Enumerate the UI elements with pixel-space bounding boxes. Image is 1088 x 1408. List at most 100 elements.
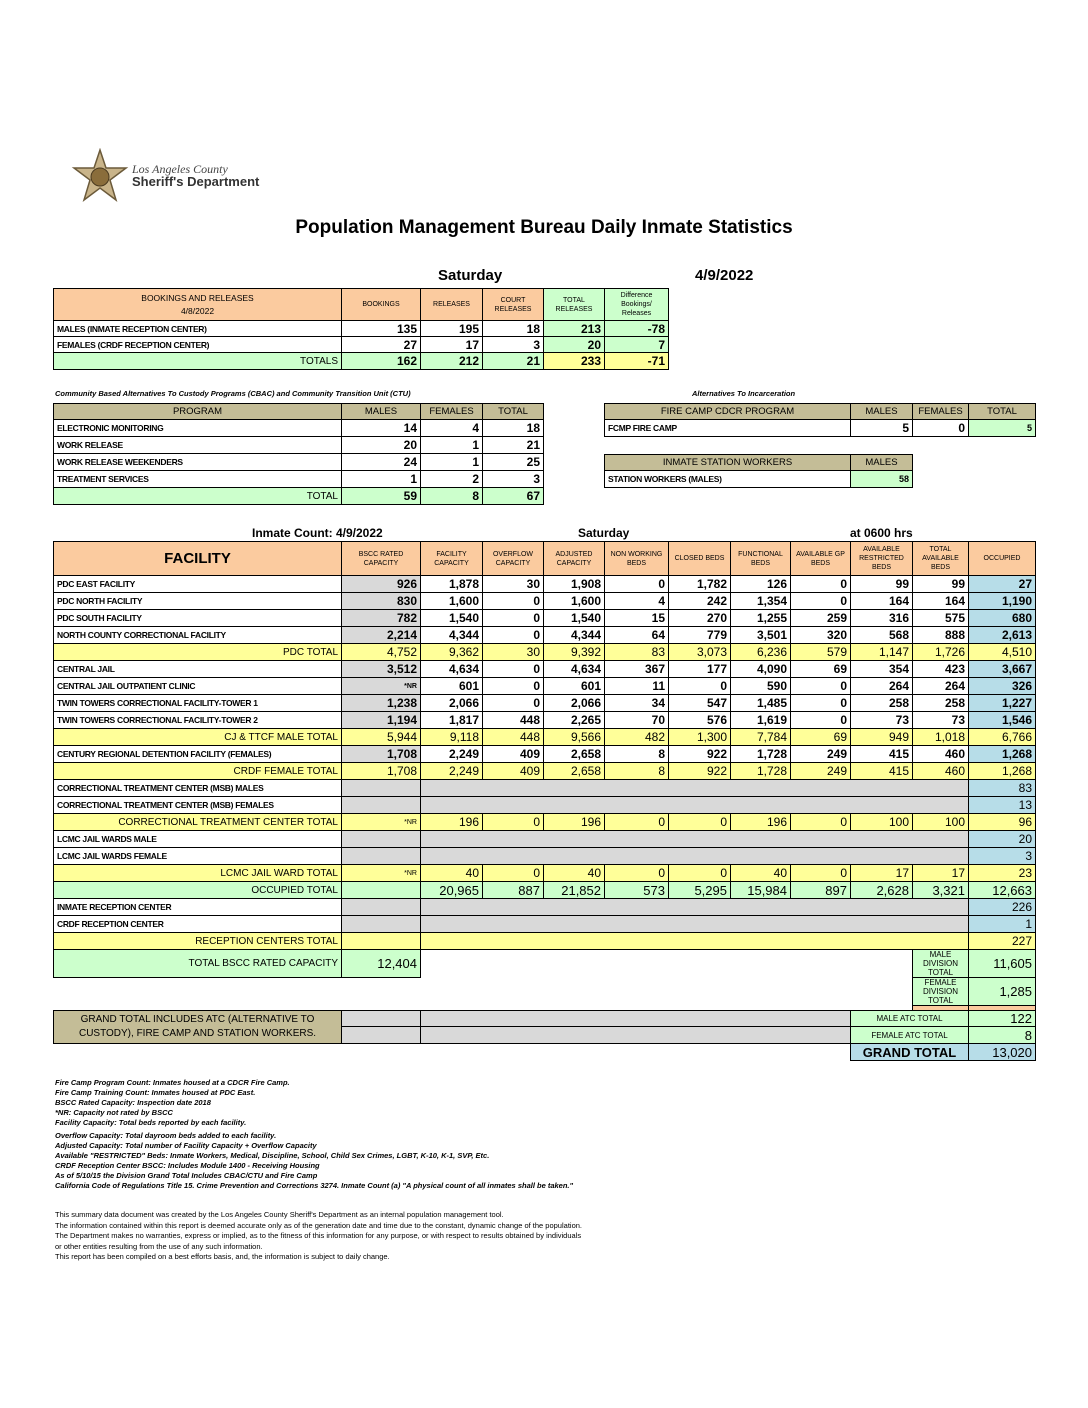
value: 0 — [482, 592, 544, 610]
disclaimer-line: The information contained within this re… — [55, 1220, 582, 1230]
table-row: FEMALES (CRDF RECEPTION CENTER) 27 17 3 20 7 — [53, 336, 669, 353]
logo-line-1: Los Angeles County — [132, 162, 228, 176]
value: 73 — [912, 711, 969, 729]
value: 423 — [912, 660, 969, 678]
value: 0 — [482, 626, 544, 644]
value: 1,194 — [341, 711, 421, 729]
value: 1,878 — [420, 575, 483, 593]
value: 5,295 — [668, 881, 731, 899]
value: 67 — [482, 487, 544, 505]
disclaimer-line: The Department makes no warranties, expr… — [55, 1231, 582, 1240]
cbac-table: PROGRAM MALES FEMALES TOTAL ELECTRONIC MONIT… — [53, 403, 544, 505]
value: 17 — [850, 864, 913, 882]
column-header: TOTAL RELEASES — [543, 288, 605, 321]
total-label: CORRECTIONAL TREATMENT CENTER TOTAL — [53, 813, 342, 831]
column-header: ADJUSTED CAPACITY — [543, 541, 605, 576]
value: 69 — [790, 728, 851, 746]
female-atc-row: FEMALE ATC TOTAL 8 — [54, 1026, 1036, 1044]
facility-name: TWIN TOWERS CORRECTIONAL FACILITY-TOWER … — [53, 711, 342, 729]
empty-cell — [420, 1026, 851, 1044]
column-header: NON WORKING BEDS — [604, 541, 669, 576]
facility-row: CJ & TTCF MALE TOTAL 5,944 9,118 448 9,566 48… — [53, 728, 1036, 746]
male-division-label: MALE DIVISION TOTAL — [912, 949, 969, 978]
totals-row: TOTALS 162 212 21 233 -71 — [53, 352, 669, 370]
value: 1 — [420, 453, 483, 471]
value: 1,619 — [730, 711, 791, 729]
value: 196 — [543, 813, 605, 831]
value: 5 — [850, 419, 913, 437]
female-division-label: FEMALE DIVISION TOTAL — [912, 977, 969, 1006]
value: 27 — [968, 575, 1036, 593]
total-row: TOTAL 59 8 67 — [53, 487, 544, 505]
value: 575 — [912, 609, 969, 627]
alternatives-title: Alternatives To Incarceration — [692, 389, 796, 398]
value: 70 — [604, 711, 669, 729]
inmate-count-day: Saturday — [578, 526, 630, 540]
value: 15 — [604, 609, 669, 627]
column-header: FIRE CAMP CDCR PROGRAM — [604, 403, 851, 420]
value: 164 — [912, 592, 969, 610]
facility-name: NORTH COUNTY CORRECTIONAL FACILITY — [53, 626, 342, 644]
row-label: ELECTRONIC MONITORING — [53, 419, 342, 437]
empty-cell — [341, 830, 421, 848]
column-header: BSCC RATED CAPACITY — [341, 541, 421, 576]
row-label: FCMP FIRE CAMP — [604, 419, 851, 437]
facility-row: CORRECTIONAL TREATMENT CENTER (MSB) MALE… — [53, 779, 1036, 797]
value: 196 — [420, 813, 483, 831]
value: 460 — [912, 762, 969, 780]
value: 64 — [604, 626, 669, 644]
value: 949 — [850, 728, 913, 746]
column-header: FACILITY — [53, 541, 342, 576]
value: 4,344 — [420, 626, 483, 644]
occupied-value: 1 — [968, 915, 1036, 933]
value: 0 — [790, 813, 851, 831]
value: 9,392 — [543, 643, 605, 661]
footnote: Facility Capacity: Total beds reported b… — [55, 1118, 247, 1127]
grand-total-value: 13,020 — [968, 1043, 1036, 1061]
value: 1,600 — [420, 592, 483, 610]
value: 409 — [482, 762, 544, 780]
value: 1,908 — [543, 575, 605, 593]
value: 4 — [604, 592, 669, 610]
empty-cell — [341, 915, 421, 933]
value: 6,236 — [730, 643, 791, 661]
value: 59 — [341, 487, 421, 505]
empty-cell — [420, 898, 969, 916]
value: 8 — [604, 745, 669, 763]
column-header: MALES — [341, 403, 421, 420]
value: 3,073 — [668, 643, 731, 661]
facility-row: OCCUPIED TOTAL 20,965 887 21,852 573 5,295 15,… — [53, 881, 1036, 899]
row-label: WORK RELEASE — [53, 436, 342, 454]
occupied-value: 3 — [968, 847, 1036, 865]
value: 99 — [850, 575, 913, 593]
empty-cell — [420, 915, 969, 933]
grand-total-label: GRAND TOTAL — [850, 1043, 969, 1061]
facility-name: LCMC JAIL WARDS MALE — [53, 830, 342, 848]
grand-total-note: GRAND TOTAL INCLUDES ATC (ALTERNATIVE TO… — [53, 1010, 342, 1044]
disclaimer-line: or other entities resulting from the use… — [55, 1241, 263, 1251]
value — [341, 881, 421, 899]
value: 568 — [850, 626, 913, 644]
facility-row: NORTH COUNTY CORRECTIONAL FACILITY 2,214 4… — [53, 626, 1036, 644]
female-atc-label: FEMALE ATC TOTAL — [850, 1026, 969, 1044]
empty-cell — [420, 796, 969, 814]
value: 2,249 — [420, 762, 483, 780]
value: 164 — [850, 592, 913, 610]
value: 11 — [604, 677, 669, 695]
occupied-value: 20 — [968, 830, 1036, 848]
value: 2,628 — [850, 881, 913, 899]
value: 1,300 — [668, 728, 731, 746]
value: 1,485 — [730, 694, 791, 712]
value: 547 — [668, 694, 731, 712]
row-label: FEMALES (CRDF RECEPTION CENTER) — [53, 336, 342, 353]
value: 18 — [482, 419, 544, 437]
value: 8 — [604, 762, 669, 780]
value: 7 — [604, 336, 669, 353]
male-atc-label: MALE ATC TOTAL — [850, 1010, 969, 1027]
column-header: BOOKINGS — [341, 288, 421, 321]
total-label: OCCUPIED TOTAL — [53, 881, 342, 899]
footnotes: Fire Camp Program Count: Inmates housed … — [55, 1078, 755, 1191]
value: 1,817 — [420, 711, 483, 729]
facility-row: CENTRAL JAIL OUTPATIENT CLINIC *NR 601 0 601… — [53, 677, 1036, 695]
disclaimer: This summary data document was created b… — [55, 1210, 755, 1263]
